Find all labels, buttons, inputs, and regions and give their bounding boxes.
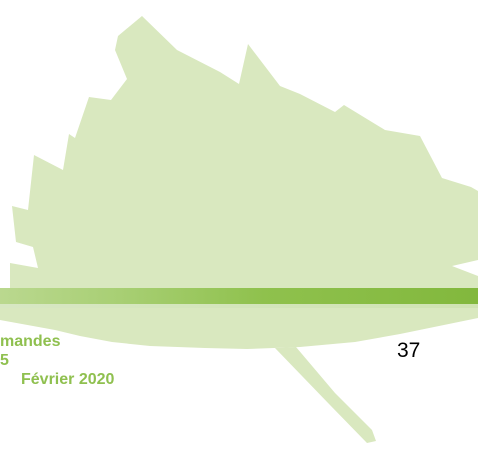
- footer-line-date: Février 2020: [21, 371, 115, 388]
- footer-text-block: mandes 5 Février 2020: [0, 332, 114, 389]
- footer-line-reference: 5: [0, 352, 9, 369]
- page-number: 37: [397, 339, 421, 362]
- footer-divider-band: [0, 288, 478, 308]
- footer-line-title: mandes: [0, 333, 61, 350]
